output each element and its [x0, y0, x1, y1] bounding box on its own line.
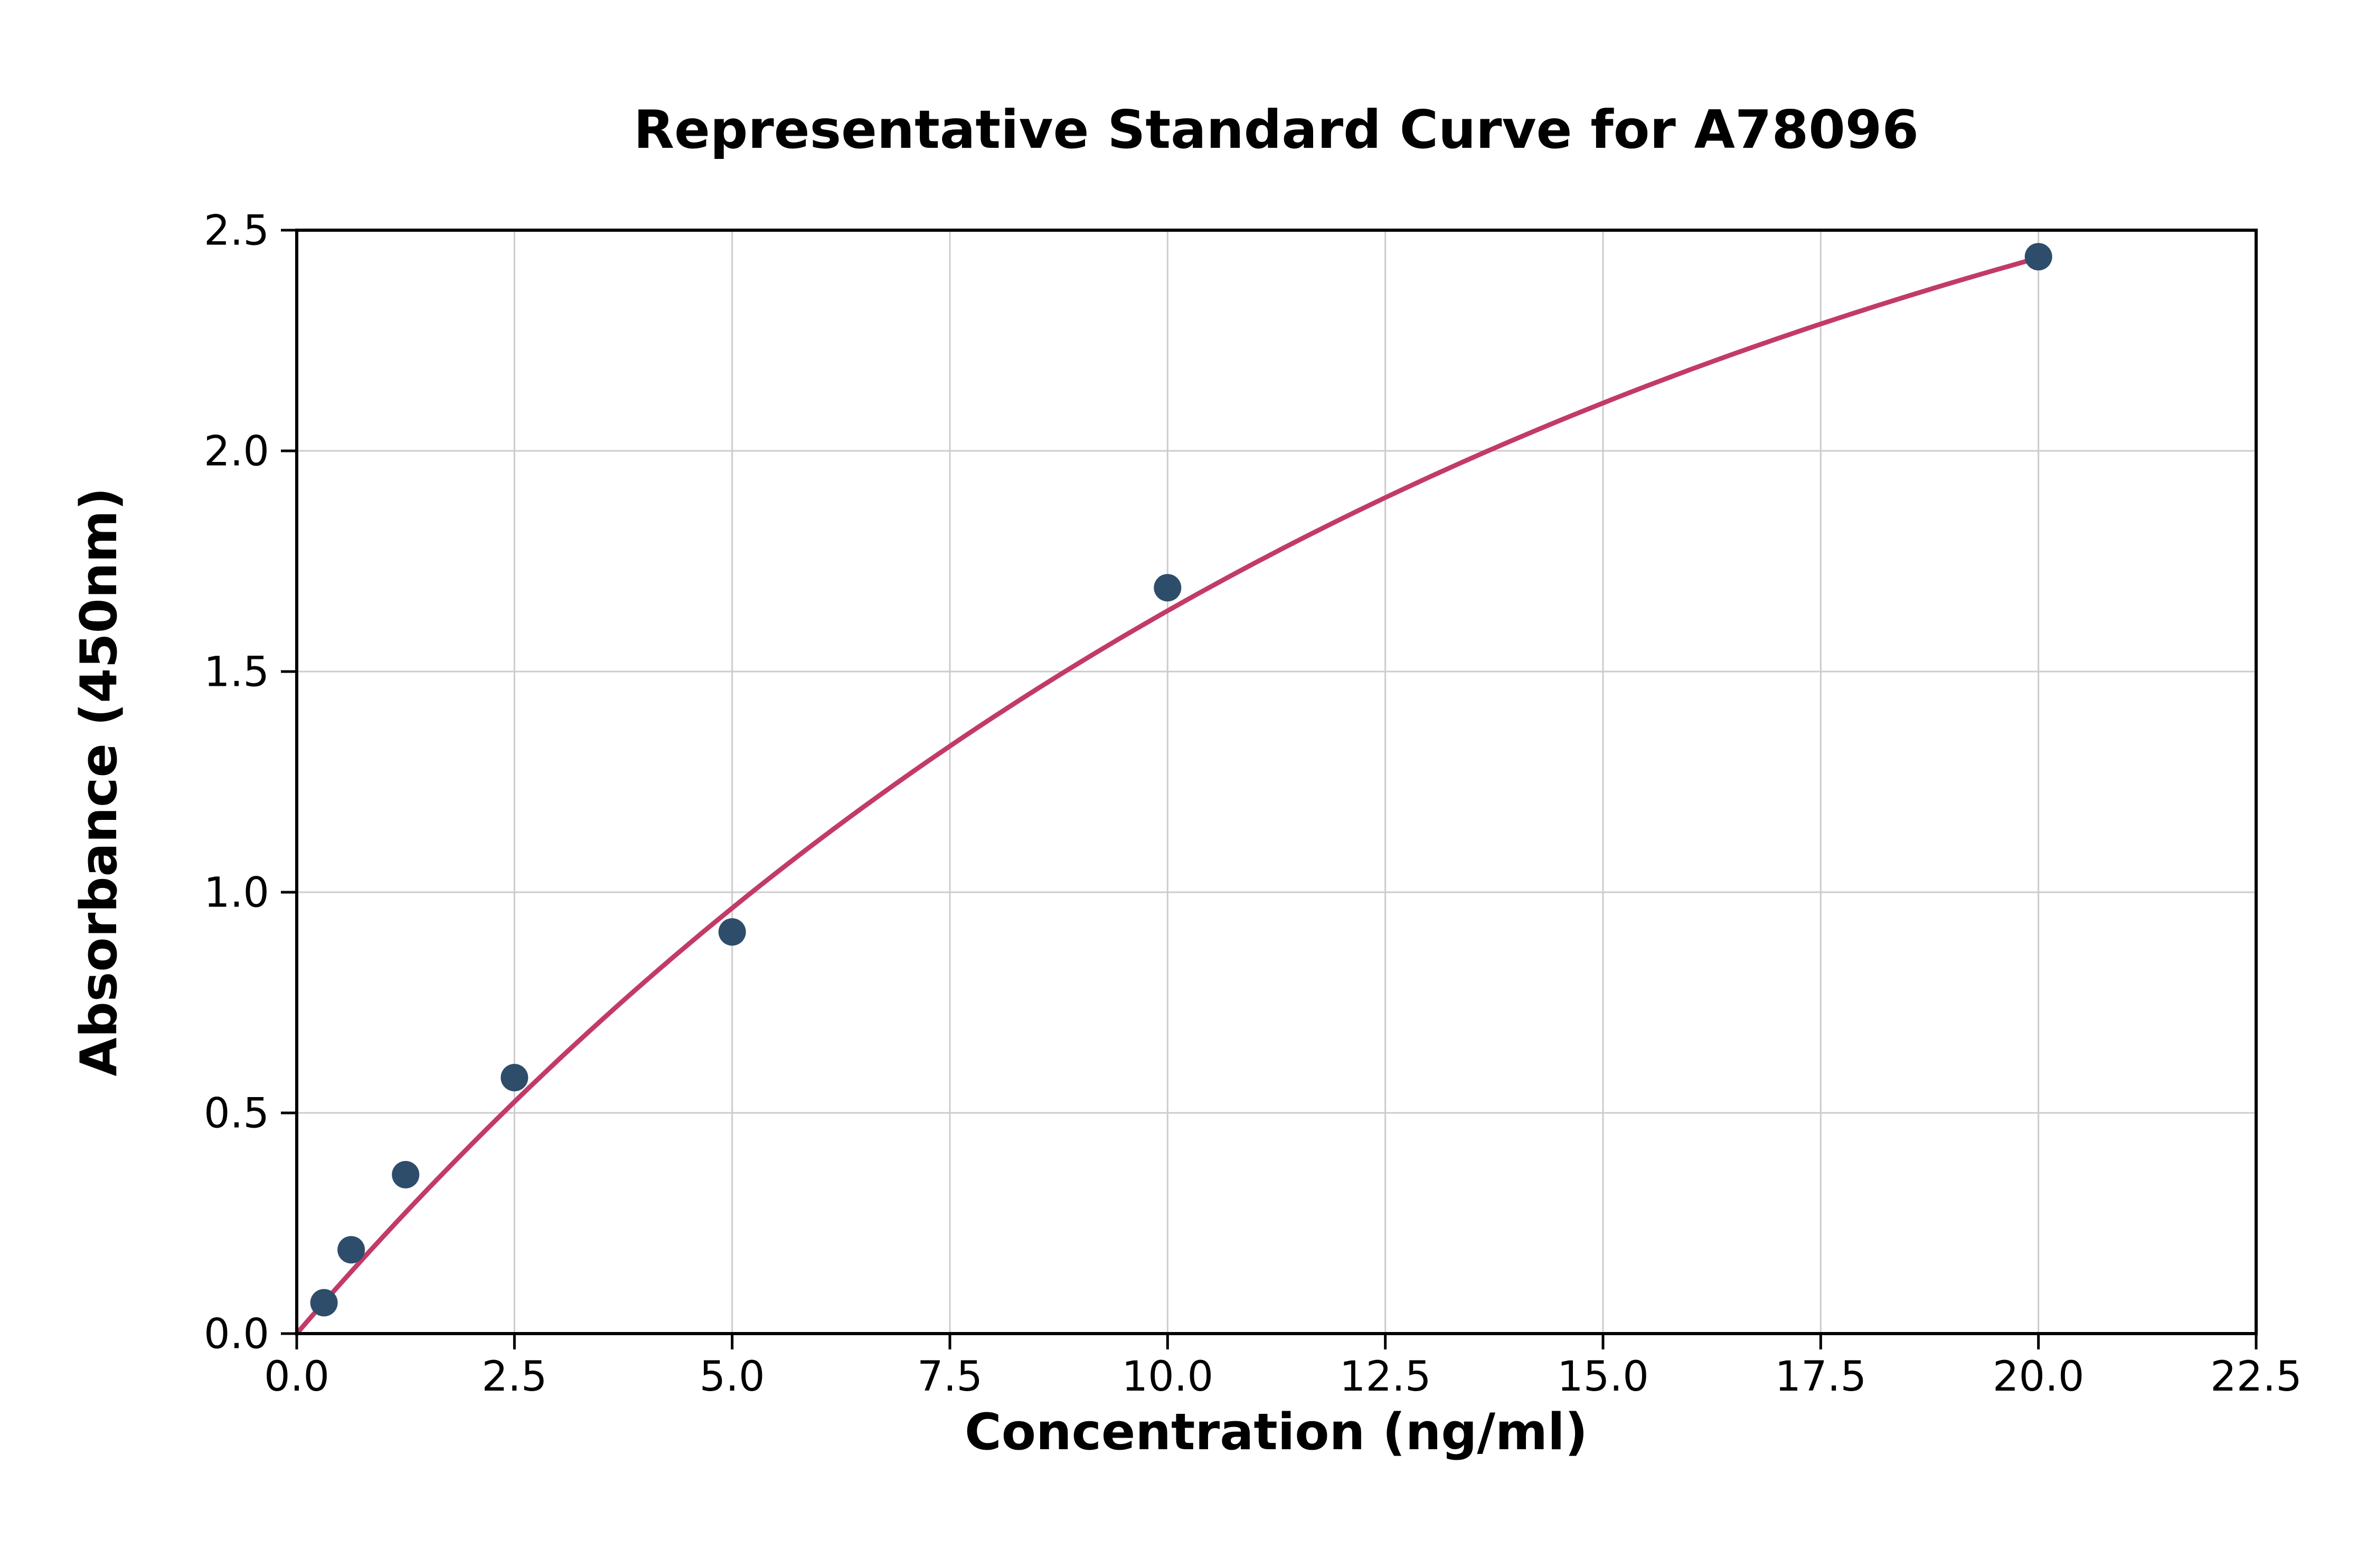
data-point: [718, 918, 746, 946]
x-tick-label: 15.0: [1557, 1353, 1649, 1401]
data-point: [310, 1289, 338, 1317]
y-tick-label: 1.5: [204, 648, 269, 696]
data-point: [2024, 243, 2052, 271]
data-point: [337, 1236, 365, 1264]
fit-curve: [294, 255, 2041, 1336]
data-point: [1154, 574, 1182, 602]
y-tick-label: 2.0: [204, 428, 269, 475]
y-tick-label: 1.0: [204, 869, 269, 917]
x-tick-label: 10.0: [1121, 1353, 1213, 1401]
x-tick-label: 20.0: [1993, 1353, 2085, 1401]
x-tick-label: 5.0: [700, 1353, 765, 1401]
y-axis-label: Absorbance (450nm): [70, 487, 128, 1076]
plot-background: [297, 230, 2256, 1334]
x-tick-label: 7.5: [917, 1353, 983, 1401]
x-tick-label: 0.0: [264, 1353, 329, 1401]
axes-box: [295, 229, 2258, 1335]
y-tick-label: 0.0: [204, 1310, 269, 1358]
data-point: [392, 1161, 420, 1188]
y-tick-label: 2.5: [204, 207, 269, 254]
generated-layer: 0.0 2.5 5.0 7.5 10.0 12.5 15.0 17.5 20.0 22.5 0.0 0…: [204, 207, 2302, 1401]
x-tick-label: 17.5: [1775, 1353, 1866, 1401]
data-point: [501, 1064, 529, 1092]
chart-title: Representative Standard Curve for A78096: [634, 99, 1919, 160]
x-tick-label: 2.5: [482, 1353, 547, 1401]
x-axis-label: Concentration (ng/ml): [965, 1403, 1588, 1461]
x-tick-label: 12.5: [1340, 1353, 1431, 1401]
y-tick-label: 0.5: [204, 1090, 269, 1137]
x-tick-label: 22.5: [2210, 1353, 2302, 1401]
